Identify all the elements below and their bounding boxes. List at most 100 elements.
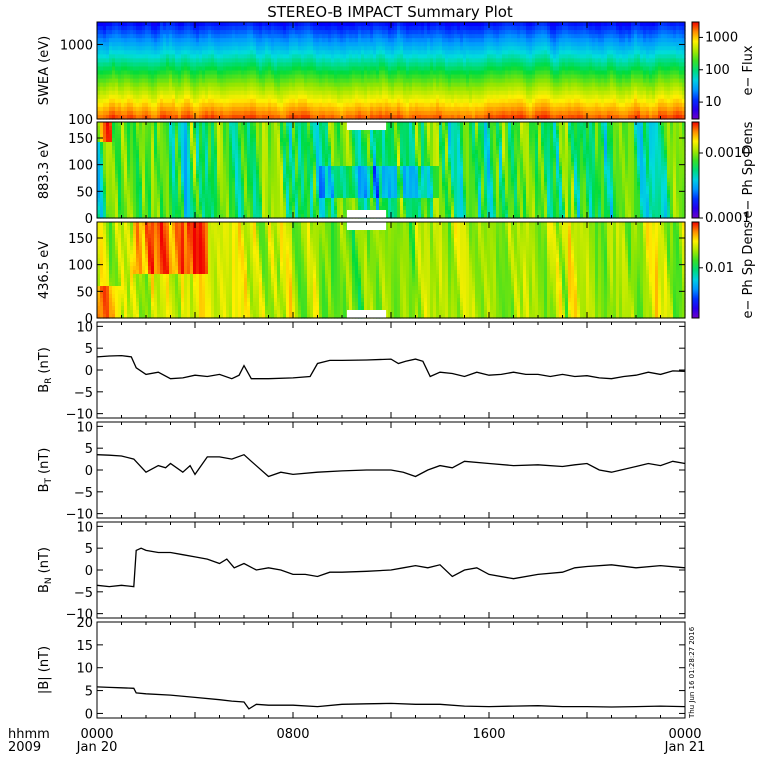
spectrogram-cell (355, 70, 359, 76)
spectrogram-cell (349, 34, 353, 39)
spectrogram-cell (202, 102, 206, 108)
spectrogram-cell (493, 22, 497, 27)
spectrogram-cell (376, 98, 380, 104)
spectrogram-cell (313, 66, 317, 72)
spectrogram-cell (175, 50, 179, 55)
spectrogram-cell (259, 66, 263, 72)
spectrogram-cell (103, 134, 107, 139)
spectrogram-cell (118, 86, 122, 92)
spectrogram-cell (529, 114, 533, 120)
spectrogram-cell (577, 50, 581, 55)
spectrogram-cell (205, 66, 209, 72)
spectrogram-cell (283, 34, 287, 39)
spectrogram-cell (406, 86, 410, 92)
spectrogram-cell (454, 78, 458, 84)
spectrogram-cell (205, 30, 209, 35)
spectrogram-cell (241, 106, 245, 112)
spectrogram-cell (511, 82, 515, 88)
spectrogram-cell (427, 70, 431, 76)
spectrogram-cell (673, 62, 677, 68)
spectrogram-cell (247, 58, 251, 64)
spectrogram-cell (607, 42, 611, 47)
spectrogram-cell (391, 26, 395, 31)
spectrogram-cell (556, 22, 560, 27)
spectrogram-cell (259, 58, 263, 64)
spectrogram-cell (163, 110, 167, 116)
spectrogram-cell (427, 54, 431, 59)
spectrogram-cell (487, 30, 491, 35)
spectrogram-cell (415, 82, 419, 88)
spectrogram-cell (463, 74, 467, 80)
spectrogram-cell (211, 26, 215, 31)
spectrogram-cell (361, 86, 365, 92)
spectrogram-cell (367, 62, 371, 68)
spectrogram-cell (130, 114, 134, 120)
spectrogram-cell (307, 90, 311, 96)
spectrogram-cell (160, 110, 164, 116)
spectrogram-cell (256, 26, 260, 31)
spectrogram-cell (484, 34, 488, 39)
spectrogram-cell (298, 50, 302, 55)
spectrogram-cell (136, 46, 140, 51)
spectrogram-cell (97, 198, 101, 203)
spectrogram-cell (367, 42, 371, 47)
spectrogram-cell (637, 82, 641, 88)
spectrogram-cell (403, 86, 407, 92)
spectrogram-cell (346, 102, 350, 108)
spectrogram-cell (433, 98, 437, 104)
spectrogram-cell (148, 66, 152, 72)
spectrogram-cell (496, 62, 500, 68)
spectrogram-cell (610, 58, 614, 64)
spectrogram-cell (199, 102, 203, 108)
spectrogram-cell (160, 38, 164, 43)
spectrogram-cell (445, 74, 449, 80)
spectrogram-cell (610, 26, 614, 31)
spectrogram-cell (283, 86, 287, 92)
spectrogram-cell (139, 38, 143, 43)
spectrogram-cell (337, 50, 341, 55)
spectrogram-cell (112, 82, 116, 88)
spectrogram-cell (616, 22, 620, 27)
spectrogram-cell (619, 70, 623, 76)
spectrogram-cell (391, 50, 395, 55)
spectrogram-cell (100, 74, 104, 80)
spectrogram-cell (538, 38, 542, 43)
spectrogram-cell (508, 26, 512, 31)
spectrogram-cell (376, 42, 380, 47)
spectrogram-cell (100, 82, 104, 88)
spectrogram-cell (376, 94, 380, 100)
spectrogram-cell (103, 190, 107, 195)
spectrogram-cell (193, 90, 197, 96)
spectrogram-cell (562, 110, 566, 116)
spectrogram-cell (289, 30, 293, 35)
spectrogram-cell (142, 102, 146, 108)
spectrogram-cell (664, 66, 668, 72)
spectrogram-cell (184, 90, 188, 96)
spectrogram-cell (100, 130, 104, 135)
spectrogram-cell (136, 86, 140, 92)
spectrogram-cell (448, 90, 452, 96)
spectrogram-cell (547, 114, 551, 120)
spectrogram-cell (574, 38, 578, 43)
spectrogram-cell (112, 62, 116, 68)
spectrogram-cell (292, 50, 296, 55)
spectrogram-cell (262, 94, 266, 100)
spectrogram-cell (181, 86, 185, 92)
spectrogram-cell (196, 34, 200, 39)
spectrogram-cell (175, 110, 179, 116)
spectrogram-cell (592, 58, 596, 64)
spectrogram-cell (445, 110, 449, 116)
spectrogram-cell (103, 182, 107, 187)
spectrogram-cell (151, 70, 155, 76)
spectrogram-cell (271, 38, 275, 43)
spectrogram-cell (349, 78, 353, 84)
spectrogram-cell (364, 62, 368, 68)
figure-title: STEREO-B IMPACT Summary Plot (267, 3, 513, 21)
spectrogram-cell (634, 54, 638, 59)
spectrogram-cell (109, 138, 113, 143)
spectrogram-cell (334, 74, 338, 80)
spectrogram-cell (400, 102, 404, 108)
spectrogram-cell (295, 110, 299, 116)
spectrogram-cell (169, 38, 173, 43)
spectrogram-cell (298, 38, 302, 43)
